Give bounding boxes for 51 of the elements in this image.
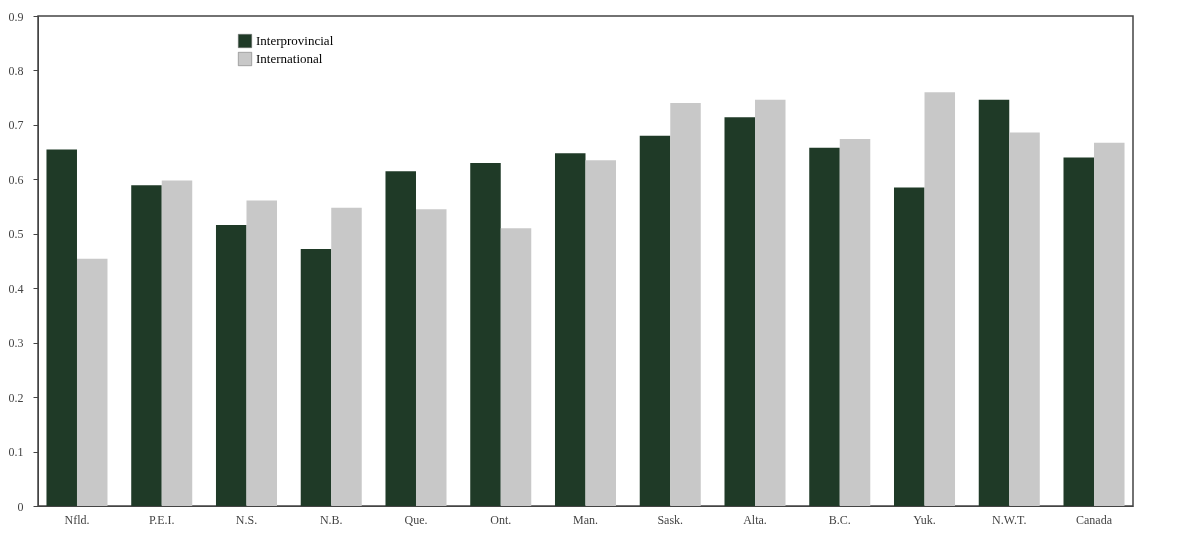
x-tick-label: N.B. <box>319 512 343 527</box>
bar <box>809 147 840 506</box>
y-tick-label: 0.1 <box>8 445 24 460</box>
bar <box>1009 132 1040 506</box>
y-tick-label: 0.6 <box>8 172 24 187</box>
y-tick-label: 0.2 <box>8 390 24 405</box>
bar <box>585 160 617 506</box>
bar <box>470 163 501 506</box>
bar <box>246 200 277 506</box>
y-tick-label: 0.9 <box>8 9 24 24</box>
x-tick-label: Canada <box>1076 512 1113 527</box>
x-tick-label: Que. <box>404 512 428 527</box>
x-tick-label: N.S. <box>235 512 258 527</box>
y-tick-label: 0 <box>17 499 24 514</box>
bar <box>1063 157 1095 506</box>
bar <box>76 258 108 506</box>
bar <box>500 228 532 506</box>
bar <box>639 135 671 506</box>
bar <box>755 99 786 506</box>
bar <box>131 185 162 506</box>
x-tick-label: Yuk. <box>913 512 936 527</box>
bar <box>670 103 701 506</box>
bar <box>300 249 332 506</box>
legend-label: International <box>256 51 323 66</box>
x-tick-label: Nfld. <box>64 512 90 527</box>
legend-label: Interprovincial <box>256 33 334 48</box>
bar <box>1094 142 1125 506</box>
bar <box>554 153 586 506</box>
x-tick-label: P.E.I. <box>148 512 175 527</box>
bar <box>724 117 755 506</box>
x-tick-label: N.W.T. <box>992 512 1027 527</box>
bar <box>978 99 1010 506</box>
bar <box>215 225 247 506</box>
y-tick-label: 0.8 <box>8 63 24 78</box>
bar <box>331 207 362 506</box>
bar <box>161 180 193 506</box>
bar <box>839 139 871 506</box>
x-tick-label: B.C. <box>828 512 851 527</box>
bar <box>924 92 956 506</box>
y-tick-label: 0.7 <box>8 118 24 133</box>
bar <box>46 149 77 506</box>
x-tick-label: Alta. <box>743 512 767 527</box>
x-tick-label: Ont. <box>490 512 512 527</box>
y-tick-label: 0.4 <box>8 281 24 296</box>
y-tick-label: 0.3 <box>8 336 24 351</box>
x-tick-label: Man. <box>573 512 598 527</box>
bar <box>894 187 925 506</box>
y-tick-label: 0.5 <box>8 227 24 242</box>
x-tick-label: Sask. <box>657 512 684 527</box>
bar <box>385 171 416 506</box>
bar <box>416 209 447 506</box>
